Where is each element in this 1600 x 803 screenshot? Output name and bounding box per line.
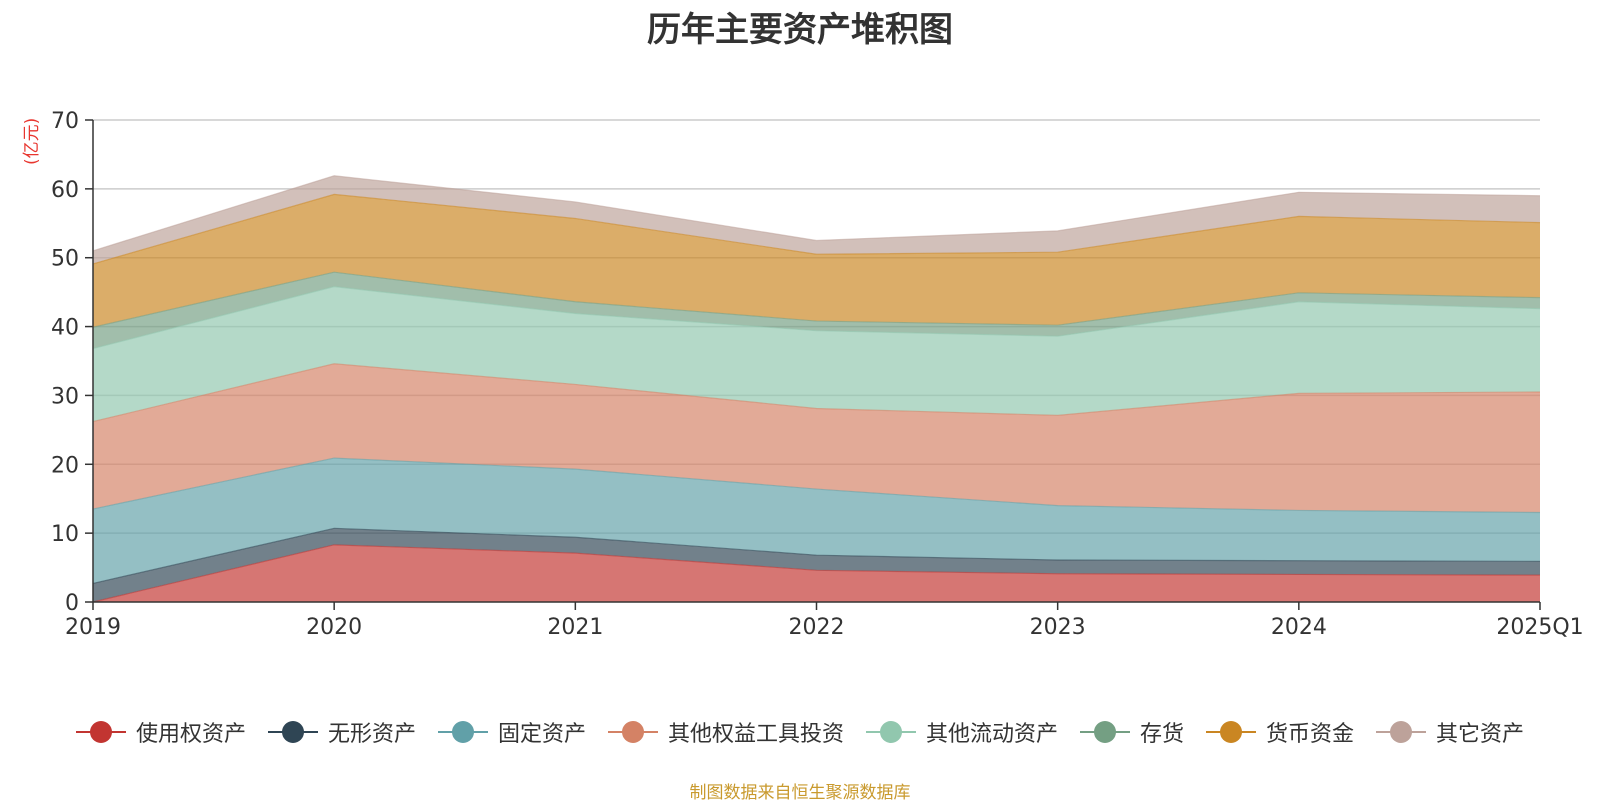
y-axis-unit-label: (亿元) [22,118,42,165]
y-tick-label-50: 50 [51,247,79,272]
legend-marker-dot [880,721,902,743]
legend-marker-dot [89,721,112,743]
area-series-7 [93,175,1540,264]
legend-label: 货币资金 [1266,722,1355,747]
legend-marker-icon [1080,720,1131,744]
y-tick-label-0: 0 [65,591,79,616]
legend-label: 其他权益工具投资 [667,722,844,747]
area-edge-2 [92,457,1541,514]
x-tick-label-2: 2021 [547,615,603,640]
legend-marker-dot [1220,721,1243,743]
legend-marker-icon [1376,720,1427,744]
legend-item-5[interactable]: 存货 [1080,716,1184,748]
area-series-6 [93,194,1540,328]
legend-marker-icon [607,720,658,744]
y-tick-label-70: 70 [51,109,79,134]
legend-item-6[interactable]: 货币资金 [1206,716,1354,748]
legend-marker-dot [281,721,304,743]
area-series-2 [93,458,1540,584]
legend-marker-dot [621,721,644,743]
x-tick-label-3: 2022 [789,615,845,640]
source-note: 制图数据来自恒生聚源数据库 [689,783,911,803]
area-edge-6 [92,193,1541,265]
area-series-5 [93,272,1540,349]
chart-title: 历年主要资产堆积图 [647,10,953,50]
area-series-4 [93,286,1540,422]
legend-label: 固定资产 [497,722,586,747]
area-series-1 [93,528,1540,602]
legend-item-0[interactable]: 使用权资产 [75,716,246,748]
y-tick-label-10: 10 [51,522,79,547]
area-series-0 [93,544,1540,602]
legend-marker-icon [1206,720,1257,744]
legend-marker-icon [866,720,916,744]
legend-item-2[interactable]: 固定资产 [437,716,586,748]
y-tick-label-30: 30 [51,384,79,409]
legend-marker-dot [451,721,474,743]
legend-item-7[interactable]: 其它资产 [1376,716,1524,748]
x-tick-label-1: 2020 [306,615,362,640]
area-series-3 [93,363,1540,513]
x-tick-label-0: 2019 [65,615,121,640]
legend-marker-dot [1094,721,1117,743]
area-edge-3 [92,363,1541,423]
legend: 使用权资产 无形资产 固定资产 其他权益工具投资 其他流动资产 存货 货币资金 其它资产 [0,716,1600,748]
axis-layer: 0 10 20 30 40 50 60 70 2019 2020 2021 2022 2023 2024 2… [51,109,1584,640]
x-tick-label-6: 2025Q1 [1496,615,1583,640]
legend-marker-icon [437,720,488,744]
legend-marker-dot [1390,721,1413,743]
legend-item-3[interactable]: 其他权益工具投资 [607,716,844,748]
area-edge-1 [92,527,1541,584]
x-tick-label-5: 2024 [1271,615,1327,640]
legend-item-4[interactable]: 其他流动资产 [866,716,1058,748]
area-edge-0 [92,544,1541,603]
area-edge-7 [92,175,1541,252]
y-tick-label-60: 60 [51,178,79,203]
legend-item-1[interactable]: 无形资产 [267,716,416,748]
legend-marker-icon [267,720,318,744]
x-tick-label-4: 2023 [1030,615,1086,640]
y-tick-label-20: 20 [51,453,79,478]
area-layer [92,175,1541,603]
legend-label: 存货 [1140,722,1185,747]
legend-label: 其他流动资产 [926,722,1059,747]
area-edge-5 [92,271,1541,328]
legend-marker-icon [75,720,126,744]
legend-label: 无形资产 [327,722,416,747]
legend-label: 其它资产 [1436,722,1525,747]
y-tick-label-40: 40 [51,316,79,341]
area-edge-4 [92,286,1541,350]
legend-label: 使用权资产 [135,722,246,747]
